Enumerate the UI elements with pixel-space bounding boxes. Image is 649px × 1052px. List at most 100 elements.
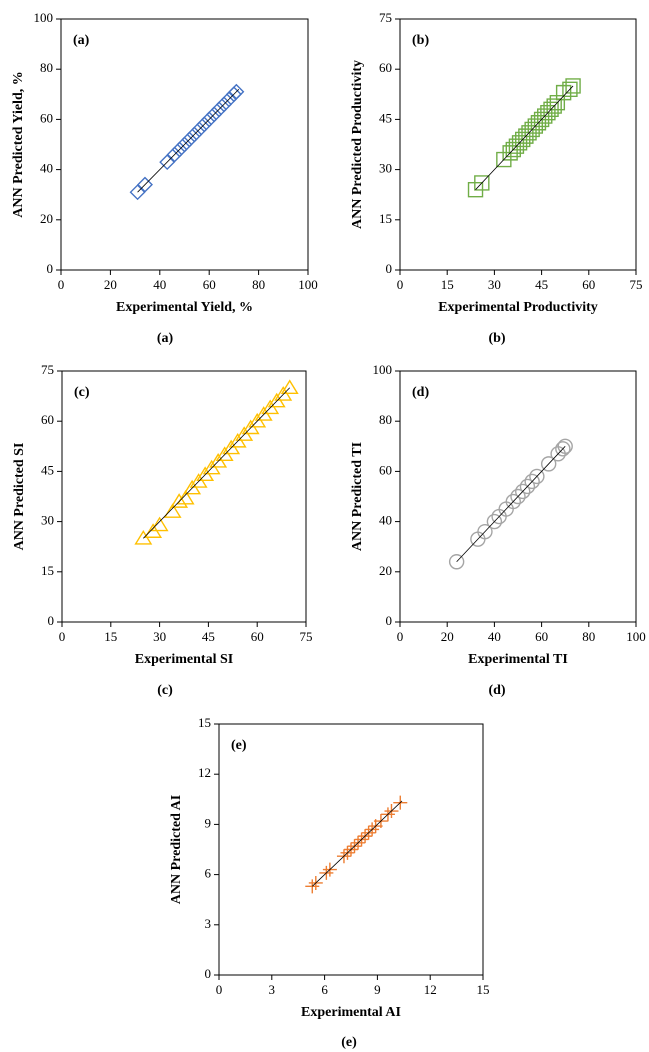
y-tick-label: 40 [379,513,392,528]
y-tick-label: 0 [386,613,393,628]
y-tick-label: 20 [379,563,392,578]
data-point [529,468,545,485]
data-point [510,488,526,505]
x-tick-label: 12 [424,982,437,997]
x-tick-label: 20 [441,629,454,644]
y-tick-label: 75 [379,10,392,25]
y-tick-label: 9 [205,815,212,830]
data-point [166,146,183,163]
data-point [150,516,169,532]
x-tick-label: 80 [582,629,595,644]
y-tick-label: 3 [205,916,212,931]
plot-frame [399,370,637,623]
x-tick-label: 60 [582,277,595,292]
x-axis-label: Experimental SI [135,652,233,667]
x-tick-label: 15 [104,629,117,644]
x-tick-label: 100 [298,277,318,292]
data-point [170,493,189,508]
data-point [176,136,193,153]
y-tick-label: 80 [379,412,392,427]
data-point [562,81,578,97]
panel-label: (b) [412,33,429,48]
caption: (a) [157,331,174,346]
data-point [191,121,208,138]
x-tick-label: 0 [59,629,66,644]
data-point [519,478,536,495]
y-tick-label: 12 [198,765,211,780]
plot-frame [399,18,637,271]
y-tick-label: 0 [47,261,54,276]
plot-frame [60,18,309,271]
data-point [477,523,493,540]
y-tick-label: 15 [41,563,54,578]
data-point [486,513,503,530]
x-tick-label: 60 [535,629,548,644]
data-point [216,96,233,113]
y-tick-label: 60 [379,462,392,477]
fit-line [137,88,240,193]
x-tick-label: 0 [397,629,404,644]
x-tick-label: 30 [488,277,501,292]
y-tick-label: 15 [198,715,211,730]
x-tick-label: 60 [203,277,216,292]
data-point [467,181,484,198]
fit-line [456,446,566,563]
x-axis-label: Experimental Productivity [438,300,598,315]
x-tick-label: 80 [252,277,265,292]
data-point [565,78,581,94]
caption: (c) [157,683,173,698]
fit-line [143,387,291,539]
y-tick-label: 30 [379,161,392,176]
data-point [515,483,531,500]
y-tick-label: 80 [40,60,53,75]
caption: (e) [341,1035,357,1050]
x-tick-label: 3 [269,982,276,997]
data-point [557,438,573,454]
y-axis-label: ANN Predicted SI [12,443,27,551]
data-point [196,116,213,133]
y-tick-label: 45 [379,110,392,125]
x-tick-label: 45 [202,629,215,644]
y-tick-label: 40 [40,161,53,176]
y-tick-label: 60 [40,110,53,125]
x-tick-label: 0 [58,277,65,292]
x-axis-label: Experimental Yield, % [116,300,253,315]
x-tick-label: 0 [216,982,223,997]
data-point [280,379,299,395]
x-tick-label: 60 [251,629,264,644]
y-axis-label: ANN Predicted AI [169,795,184,904]
x-tick-label: 20 [104,277,117,292]
x-tick-label: 15 [441,277,454,292]
x-tick-label: 75 [630,277,643,292]
y-tick-label: 100 [34,10,54,25]
data-point [540,456,557,472]
data-point [176,489,195,505]
x-tick-label: 15 [477,982,490,997]
x-tick-label: 9 [374,982,381,997]
x-tick-label: 0 [397,277,404,292]
data-point [206,106,223,123]
x-tick-label: 6 [321,982,328,997]
y-tick-label: 15 [379,211,392,226]
data-point [474,175,490,191]
panel-label: (d) [412,385,429,400]
y-tick-label: 60 [379,60,392,75]
panel-label: (c) [74,385,90,400]
x-tick-label: 45 [535,277,548,292]
data-point [524,473,540,490]
x-tick-label: 100 [626,629,646,644]
y-tick-label: 75 [41,362,54,377]
y-tick-label: 30 [41,513,54,528]
x-tick-label: 75 [300,629,313,644]
plot-frame [218,723,484,976]
fit-line [475,85,574,190]
x-tick-label: 40 [488,629,501,644]
x-axis-label: Experimental TI [468,652,568,667]
data-point [505,493,521,510]
data-point [201,111,218,128]
data-point [448,554,465,570]
y-axis-label: ANN Predicted Yield, % [11,71,26,217]
data-point [549,94,566,111]
y-tick-label: 0 [48,613,55,628]
